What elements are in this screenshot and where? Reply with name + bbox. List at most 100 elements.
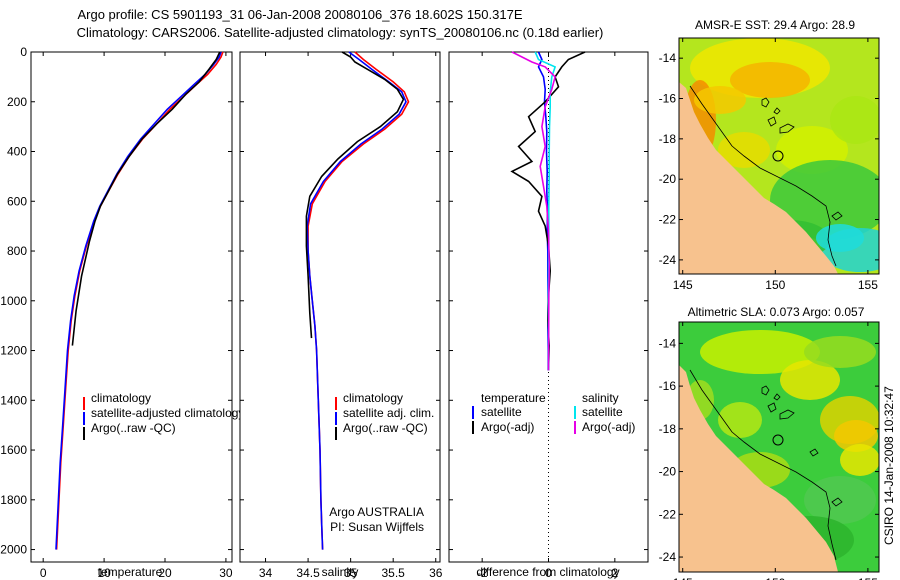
legend-satellite: satellite-adjusted climatology xyxy=(91,406,244,420)
field-cell xyxy=(730,62,810,98)
legend-argo: Argo(..raw -QC) xyxy=(343,421,428,435)
map-x-tick-label: 145 xyxy=(673,278,693,292)
series-argo xyxy=(305,51,405,339)
sst-map-ticks: 145 150 155 -14 -16 -18 -20 -22 -24 xyxy=(659,38,879,292)
map-x-tick-label: 150 xyxy=(765,278,785,292)
field-cell xyxy=(840,444,879,476)
y-tick-label: 400 xyxy=(7,145,27,159)
x-tick-label: 0 xyxy=(545,566,552,580)
x-tick-label: 30 xyxy=(219,566,233,580)
map-x-tick-label: 155 xyxy=(858,278,878,292)
temperature-legend: climatology satellite-adjusted climatolo… xyxy=(83,391,244,440)
map-y-tick-label: -14 xyxy=(659,51,677,65)
field-cell xyxy=(700,330,820,374)
map-y-tick-label: -20 xyxy=(659,465,677,479)
map-x-tick-label: 150 xyxy=(765,576,785,580)
y-tick-label: 800 xyxy=(7,244,27,258)
y-tick-label: 2000 xyxy=(0,543,27,557)
difference-xlabel: difference from climatology xyxy=(476,565,619,579)
salinity-xlabel: salinity xyxy=(322,565,359,579)
x-tick-label: 34.5 xyxy=(296,566,320,580)
salinity-series xyxy=(305,51,410,550)
sla-map-frame xyxy=(678,321,880,573)
legend-salinity-header: salinity xyxy=(582,391,619,405)
y-tick-label: 200 xyxy=(7,95,27,109)
figure-title-line1: Argo profile: CS 5901193_31 06-Jan-2008 … xyxy=(77,7,522,22)
map-y-tick-label: -22 xyxy=(659,213,677,227)
argo-marker xyxy=(772,150,784,162)
argo-marker xyxy=(772,434,784,446)
x-tick-label: 10 xyxy=(97,566,111,580)
legend-temp-satellite: satellite xyxy=(481,405,522,419)
field-cell xyxy=(804,336,876,368)
map-y-tick-label: -14 xyxy=(659,336,677,350)
annotation-argo-australia: Argo AUSTRALIA xyxy=(329,505,424,519)
sst-map-panel: AMSR-E SST: 29.4 Argo: 28.9 145 150 155 -14… xyxy=(659,18,880,292)
x-tick-label: 34 xyxy=(259,566,273,580)
x-tick-label: 36 xyxy=(429,566,443,580)
y-tick-label: 1600 xyxy=(0,443,27,457)
legend-temperature-header: temperature xyxy=(481,391,546,405)
sst-map-title: AMSR-E SST: 29.4 Argo: 28.9 xyxy=(695,18,855,32)
field-cell xyxy=(816,224,864,252)
map-y-tick-label: -22 xyxy=(659,507,677,521)
series-argo xyxy=(71,51,221,346)
y-tick-label: 1200 xyxy=(0,344,27,358)
temperature-ticks: 0 10 20 30 0 200 400 600 800 1000 1200 1400 1600 1800… xyxy=(0,45,233,580)
salinity-legend: climatology satellite adj. clim. Argo(..… xyxy=(335,391,434,440)
sla-map-title: Altimetric SLA: 0.073 Argo: 0.057 xyxy=(688,305,865,319)
legend-climatology: climatology xyxy=(91,391,151,405)
map-y-tick-label: -24 xyxy=(659,253,677,267)
legend-satellite: satellite adj. clim. xyxy=(343,406,434,420)
field-cell xyxy=(718,402,762,438)
field-cell xyxy=(770,160,879,240)
map-y-tick-label: -24 xyxy=(659,550,677,564)
difference-legend: temperature satellite Argo(-adj) salinit… xyxy=(472,391,635,434)
sst-land xyxy=(679,82,838,274)
difference-ticks: -2 0 2 xyxy=(449,51,648,580)
difference-series xyxy=(510,51,586,371)
map-y-tick-label: -20 xyxy=(659,172,677,186)
temperature-panel: 0 10 20 30 0 200 400 600 800 1000 1200 1400 1600 1800… xyxy=(0,45,244,580)
sla-land xyxy=(679,365,838,572)
sla-map-ticks: 145 150 155 -14 -16 -18 -20 -22 -24 xyxy=(659,322,879,580)
sst-map-frame xyxy=(678,37,880,275)
y-tick-label: 1400 xyxy=(0,393,27,407)
legend-sal-argo: Argo(-adj) xyxy=(582,420,635,434)
sla-isobath xyxy=(689,369,837,561)
legend-sal-satellite: satellite xyxy=(582,405,623,419)
map-y-tick-label: -18 xyxy=(659,132,677,146)
map-y-tick-label: -16 xyxy=(659,92,677,106)
x-tick-label: 20 xyxy=(158,566,172,580)
y-tick-label: 600 xyxy=(7,194,27,208)
field-cell xyxy=(780,360,840,400)
x-tick-label: 2 xyxy=(611,566,618,580)
footer-stamp: CSIRO 14-Jan-2008 10:32:47 xyxy=(882,386,896,545)
salinity-ticks: 34 34.5 35 35.5 36 xyxy=(240,51,443,580)
map-x-tick-label: 145 xyxy=(673,576,693,580)
x-tick-label: 35 xyxy=(344,566,358,580)
x-tick-label: 0 xyxy=(40,566,47,580)
map-x-tick-label: 155 xyxy=(858,576,878,580)
difference-panel: -2 0 2 difference from climatology tempera… xyxy=(448,51,649,580)
field-cell xyxy=(694,86,746,114)
y-tick-label: 1800 xyxy=(0,493,27,507)
annotation-pi: PI: Susan Wijffels xyxy=(330,520,424,534)
sst-reefs xyxy=(761,97,843,221)
salinity-panel: 34 34.5 35 35.5 36 salinity climatology sate… xyxy=(239,51,443,580)
sst-isobath xyxy=(689,85,837,267)
y-tick-label: 0 xyxy=(20,45,27,59)
temperature-axes xyxy=(30,51,233,563)
salinity-axes xyxy=(239,51,441,563)
map-y-tick-label: -18 xyxy=(659,422,677,436)
field-cell xyxy=(834,420,878,452)
temperature-series xyxy=(55,51,224,550)
sla-reefs xyxy=(761,385,843,507)
field-cell xyxy=(718,132,770,168)
legend-argo: Argo(..raw -QC) xyxy=(91,421,176,435)
temperature-xlabel: temperature xyxy=(98,565,163,579)
x-tick-label: 35.5 xyxy=(382,566,406,580)
y-tick-label: 1000 xyxy=(0,294,27,308)
map-y-tick-label: -16 xyxy=(659,379,677,393)
